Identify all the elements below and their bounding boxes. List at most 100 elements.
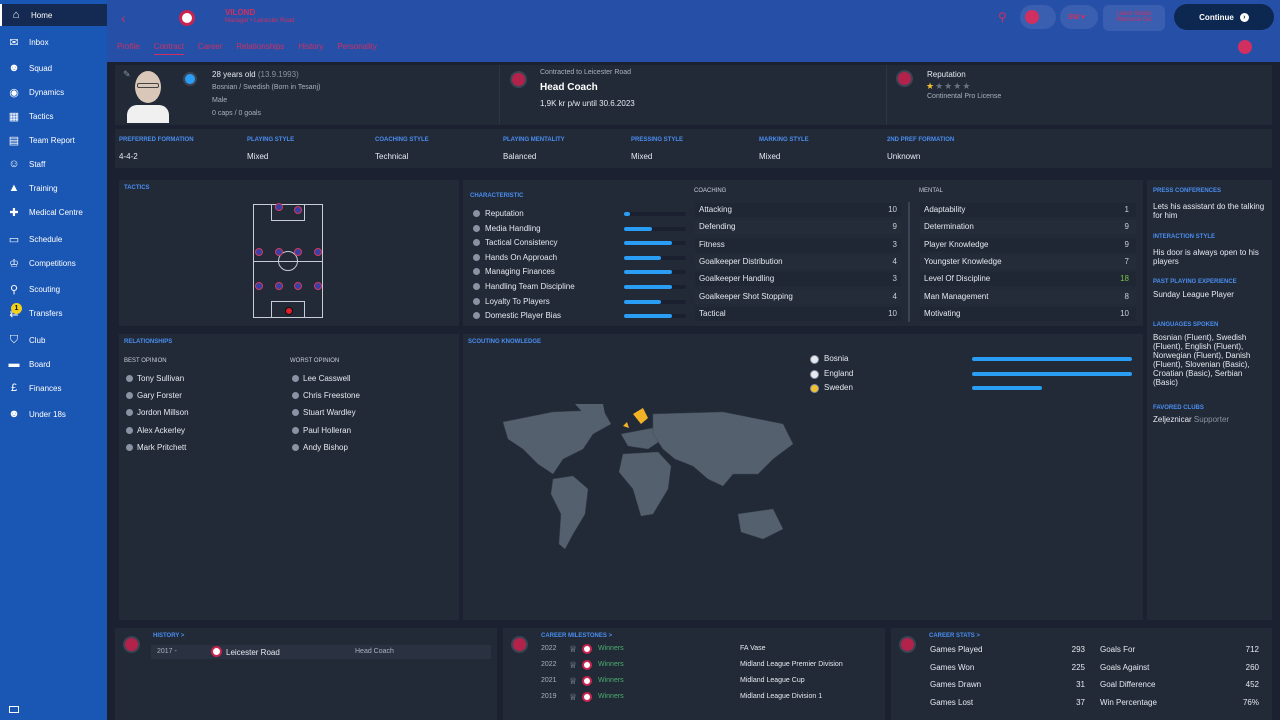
sidebar-item-squad[interactable]: ☻ Squad (0, 57, 107, 79)
info-icon (473, 224, 480, 232)
sidebar-item-schedule[interactable]: ▭ Schedule (0, 228, 107, 250)
reputation-label: Reputation (927, 70, 966, 79)
nation-menu-button[interactable]: SW ▾ (1060, 5, 1098, 29)
manager-subtitle: Manager • Leicester Road (225, 18, 295, 24)
mental-value: 8 (1124, 291, 1129, 301)
game-status-button[interactable]: Lakov Studio Welcome Set (1103, 5, 1165, 31)
sidebar-item-under-18s[interactable]: ☻ Under 18s (0, 403, 107, 425)
menu-tab-contract[interactable]: Contract (153, 42, 184, 55)
characteristic-track (624, 212, 686, 216)
info-icon (473, 312, 480, 320)
sidebar-item-competitions[interactable]: ♔ Competitions (0, 252, 107, 274)
stat-name: Goal Difference (1100, 680, 1156, 689)
stat-value: 452 (1245, 680, 1259, 689)
player-marker (275, 248, 283, 256)
milestone-competition[interactable]: Midland League Cup (740, 677, 805, 684)
sidebar-item-tactics[interactable]: ▦ Tactics (0, 105, 107, 127)
milestone-competition[interactable]: Midland League Premier Division (740, 661, 843, 668)
characteristic-bar (624, 241, 673, 246)
menu-tab-career[interactable]: Career (197, 42, 223, 51)
scouting-bar (972, 357, 1132, 361)
characteristic-name: Media Handling (485, 223, 541, 233)
press-value: Lets his assistant do the talking for hi… (1153, 202, 1265, 220)
sidebar-item-label: Finances (29, 383, 62, 393)
club-menu-button[interactable] (1020, 5, 1056, 29)
player-marker (294, 206, 302, 214)
stats-icon (899, 636, 916, 653)
sidebar-item-finances[interactable]: £ Finances (0, 377, 107, 399)
flag-icon (810, 355, 819, 364)
characteristic-name: Tactical Consistency (485, 238, 558, 248)
player-marker (294, 282, 302, 290)
milestone-competition[interactable]: FA Vase (740, 645, 766, 652)
milestone-year: 2022 (541, 661, 557, 668)
stat-value: 37 (1076, 697, 1085, 707)
sidebar-item-club[interactable]: ⛉ Club (0, 329, 107, 351)
sidebar-item-inbox[interactable]: ✉ Inbox (0, 31, 107, 53)
caps: 0 caps / 0 goals (212, 110, 262, 117)
scouting-country[interactable]: England (824, 368, 854, 378)
edit-icon[interactable]: ✎ (123, 69, 131, 79)
past-label: Past Playing Experience (1153, 279, 1237, 285)
sidebar-item-staff[interactable]: ☺ Staff (0, 153, 107, 175)
worst-opinion-person[interactable]: Lee Casswell (303, 374, 351, 383)
contract-role: Head Coach (540, 82, 598, 93)
worst-opinion-person[interactable]: Stuart Wardley (303, 408, 356, 418)
sidebar-item-medical-centre[interactable]: ✚ Medical Centre (0, 201, 107, 223)
style-label: Playing Style (247, 137, 295, 143)
gender: Male (212, 97, 228, 104)
history-link[interactable]: History > (153, 633, 185, 639)
divider (499, 65, 500, 125)
menu-tab-history[interactable]: History (298, 42, 324, 51)
scouting-country[interactable]: Sweden (824, 383, 853, 393)
training-icon: ▲ (8, 182, 20, 194)
finances-icon: £ (10, 382, 18, 394)
mental-value: 18 (1120, 274, 1129, 284)
stats-link[interactable]: Career Stats > (929, 633, 980, 639)
club-crest-icon[interactable] (179, 10, 195, 26)
mental-value: 9 (1124, 239, 1129, 249)
reputation-icon (896, 70, 913, 87)
history-club[interactable]: Leicester Road (226, 648, 280, 657)
languages-value: Bosnian (Fluent), Swedish (Fluent), Engl… (1153, 333, 1251, 387)
club-crest-icon (582, 644, 592, 654)
menu-tab-profile[interactable]: Profile (117, 42, 140, 51)
sidebar-item-dynamics[interactable]: ◉ Dynamics (0, 81, 107, 103)
scouting-country[interactable]: Bosnia (824, 354, 849, 363)
worst-opinion-person[interactable]: Chris Freestone (303, 391, 360, 401)
style-value: Mixed (247, 152, 269, 161)
sidebar-item-scouting[interactable]: ⚲ Scouting (0, 278, 107, 300)
worst-opinion-person[interactable]: Paul Holleran (303, 425, 352, 435)
best-opinion-person[interactable]: Alex Ackerley (137, 425, 186, 435)
mental-name: Player Knowledge (924, 239, 989, 249)
coaching-name: Defending (699, 222, 736, 232)
sidebar-item-training[interactable]: ▲ Training (0, 177, 107, 199)
characteristic-bar (624, 314, 673, 319)
milestone-competition[interactable]: Midland League Division 1 (740, 693, 823, 700)
coaching-value: 9 (892, 222, 897, 232)
best-opinion-person[interactable]: Gary Forster (137, 391, 182, 401)
sidebar-item-team-report[interactable]: ▤ Team Report (0, 129, 107, 151)
mental-name: Adaptability (924, 205, 966, 214)
divider (908, 202, 910, 322)
menu-tab-personality[interactable]: Personality (337, 42, 377, 51)
milestones-link[interactable]: Career Milestones > (541, 633, 613, 639)
club-crest-icon (582, 692, 592, 702)
mental-name: Man Management (924, 291, 989, 301)
search-icon[interactable]: ⚲ (998, 10, 1007, 24)
back-arrow-icon[interactable]: ‹ (121, 10, 126, 26)
sidebar-item-board[interactable]: ▬ Board (0, 353, 107, 375)
keyboard-icon[interactable] (9, 706, 19, 713)
continue-button[interactable]: Continue › (1174, 4, 1274, 30)
star-icon: ★ (944, 81, 954, 91)
best-opinion-person[interactable]: Tony Sullivan (137, 374, 185, 383)
best-opinion-person[interactable]: Jordon Millson (137, 408, 189, 418)
sidebar-item-label: Training (29, 183, 58, 193)
worst-opinion-person[interactable]: Andy Bishop (303, 442, 348, 452)
history-row (151, 645, 491, 659)
favored-club[interactable]: Zeljeznicar (1153, 415, 1192, 424)
more-menu-button[interactable] (1238, 40, 1252, 54)
best-opinion-person[interactable]: Mark Pritchett (137, 442, 187, 452)
sidebar-item-home[interactable]: ⌂ Home (0, 4, 107, 26)
menu-tab-relationships[interactable]: Relationships (236, 42, 285, 51)
